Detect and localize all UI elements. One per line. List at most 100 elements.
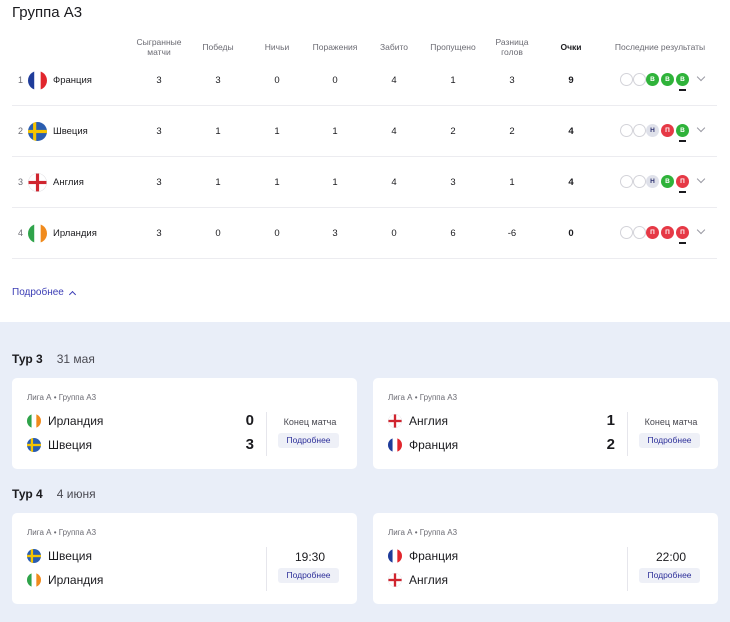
tour-date: 4 июня (56, 487, 96, 501)
draws: 0 (274, 228, 280, 239)
losses: 0 (332, 75, 338, 86)
points: 0 (568, 228, 574, 239)
team-name: Ирландия (53, 228, 97, 239)
losses: 1 (332, 126, 338, 137)
header-conceded: Пропущено (430, 42, 476, 52)
divider (627, 547, 628, 591)
scored: 4 (391, 177, 397, 188)
match-card[interactable]: Лига А • Группа А3 Ирландия Швеция 0 3 К… (12, 378, 357, 469)
match-details-button[interactable]: Подробнее (278, 433, 339, 448)
standings-row-sweden[interactable]: 2 Швеция 3 1 1 1 4 2 2 4 Н П В (12, 106, 717, 157)
header-points: Очки (560, 42, 582, 52)
standings-section: Группа А3 Сыгранные матчи Победы Ничьи П… (12, 4, 717, 298)
away-team: Франция (388, 437, 458, 453)
empty-result-icon (620, 226, 633, 239)
ireland-flag-icon (28, 224, 47, 243)
empty-result-icon (620, 124, 633, 137)
chevron-down-icon[interactable] (696, 123, 706, 133)
latest-result-marker (679, 89, 686, 91)
tour-name: Тур 3 (12, 352, 43, 366)
rank: 1 (18, 75, 24, 85)
losses: 3 (332, 228, 338, 239)
standings-row-ireland[interactable]: 4 Ирландия 3 0 0 3 0 6 -6 0 П П П (12, 208, 717, 259)
wins: 1 (215, 177, 221, 188)
wins: 1 (215, 126, 221, 137)
goal-diff: 3 (509, 75, 515, 86)
wins: 0 (215, 228, 221, 239)
header-recent: Последние результаты (614, 42, 706, 52)
chevron-down-icon[interactable] (696, 174, 706, 184)
group-title: Группа А3 (12, 4, 83, 21)
match-details-button[interactable]: Подробнее (639, 568, 700, 583)
match-details-button[interactable]: Подробнее (278, 568, 339, 583)
header-played: Сыгранные матчи (136, 37, 182, 57)
home-team: Франция (388, 548, 458, 564)
chevron-down-icon[interactable] (696, 72, 706, 82)
away-team: Швеция (27, 437, 92, 453)
result-badge: П (661, 124, 674, 137)
england-flag-icon (28, 173, 47, 192)
empty-result-icon (620, 175, 633, 188)
result-badge: П (646, 226, 659, 239)
home-score: 0 (245, 412, 254, 429)
team-name: Англия (409, 573, 448, 587)
france-flag-icon (28, 71, 47, 90)
team-name: Англия (53, 177, 84, 188)
match-time: 19:30 (294, 550, 326, 564)
result-badge: П (676, 175, 689, 188)
team-name: Ирландия (48, 573, 104, 587)
played: 3 (156, 126, 162, 137)
home-team: Ирландия (27, 413, 103, 429)
tour-3-header: Тур 3 31 мая (12, 352, 95, 366)
home-score: 1 (606, 412, 615, 429)
header-draws: Ничьи (264, 42, 290, 52)
collapse-table-link[interactable]: Подробнее (12, 287, 76, 298)
played: 3 (156, 228, 162, 239)
empty-result-icon (633, 226, 646, 239)
home-team: Англия (388, 413, 448, 429)
points: 9 (568, 75, 574, 86)
tour-4-header: Тур 4 4 июня (12, 487, 96, 501)
league-label: Лига А • Группа А3 (388, 393, 458, 402)
team-name: Франция (409, 438, 459, 452)
goal-diff: 1 (509, 177, 515, 188)
team-name: Швеция (48, 438, 92, 452)
match-card[interactable]: Лига А • Группа А3 Швеция Ирландия 19:30… (12, 513, 357, 604)
empty-result-icon (633, 124, 646, 137)
chevron-up-icon (68, 290, 76, 298)
goal-diff: 2 (509, 126, 515, 137)
divider (266, 547, 267, 591)
result-badge: Н (646, 124, 659, 137)
divider (627, 412, 628, 456)
rank: 4 (18, 228, 24, 238)
latest-result-marker (679, 191, 686, 193)
match-card[interactable]: Лига А • Группа А3 Англия Франция 1 2 Ко… (373, 378, 718, 469)
empty-result-icon (633, 73, 646, 86)
goal-diff: -6 (507, 228, 517, 239)
result-badge: П (676, 226, 689, 239)
england-flag-icon (388, 573, 402, 587)
result-badge: В (646, 73, 659, 86)
sweden-flag-icon (27, 438, 41, 452)
team-name: Франция (53, 75, 92, 86)
played: 3 (156, 75, 162, 86)
match-card[interactable]: Лига А • Группа А3 Франция Англия 22:00 … (373, 513, 718, 604)
chevron-down-icon[interactable] (696, 225, 706, 235)
sweden-flag-icon (27, 549, 41, 563)
wins: 3 (215, 75, 221, 86)
tour-date: 31 мая (56, 352, 95, 366)
team-name: Швеция (48, 549, 92, 563)
league-label: Лига А • Группа А3 (388, 528, 458, 537)
standings-row-england[interactable]: 3 Англия 3 1 1 1 4 3 1 4 Н В П (12, 157, 717, 208)
conceded: 1 (450, 75, 456, 86)
team-name: Франция (409, 549, 459, 563)
standings-row-france[interactable]: 1 Франция 3 3 0 0 4 1 3 9 В В В (12, 55, 717, 106)
scored: 4 (391, 126, 397, 137)
collapse-link-label: Подробнее (12, 287, 64, 298)
match-details-button[interactable]: Подробнее (639, 433, 700, 448)
conceded: 6 (450, 228, 456, 239)
team-name: Англия (409, 414, 448, 428)
england-flag-icon (388, 414, 402, 428)
empty-result-icon (633, 175, 646, 188)
match-status: Конец матча (283, 417, 337, 427)
